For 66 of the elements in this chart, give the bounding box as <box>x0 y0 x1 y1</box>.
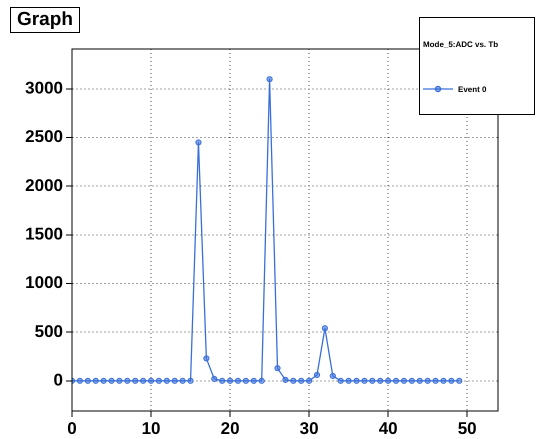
point <box>187 378 194 384</box>
point <box>314 372 320 378</box>
point <box>456 378 462 384</box>
x-tick-label: 50 <box>458 418 477 438</box>
y-tick-label: 1500 <box>25 224 63 244</box>
point <box>76 378 84 384</box>
x-tick-label: 40 <box>378 418 398 438</box>
x-tick-label: 30 <box>300 418 319 438</box>
point <box>108 378 115 384</box>
x-tick-label: 20 <box>220 418 240 438</box>
point <box>408 378 415 384</box>
point <box>298 378 304 384</box>
y-tick-label: 3000 <box>25 78 63 98</box>
point <box>424 378 431 384</box>
point <box>432 378 439 384</box>
point <box>346 378 352 384</box>
point <box>84 378 91 384</box>
legend-title: Mode_5:ADC vs. Tb <box>423 40 498 49</box>
point <box>338 378 344 384</box>
point <box>448 378 454 384</box>
point <box>440 378 447 384</box>
point <box>211 376 218 382</box>
point <box>148 378 154 384</box>
point <box>258 378 265 384</box>
point <box>172 378 178 384</box>
y-tick-label: 500 <box>34 322 63 341</box>
point <box>416 378 423 384</box>
y-tick-label: 1000 <box>25 273 63 292</box>
point <box>195 139 202 146</box>
point <box>377 378 384 384</box>
point <box>353 378 360 384</box>
point <box>116 378 123 384</box>
point <box>369 378 376 384</box>
point <box>306 378 312 384</box>
point <box>92 378 99 384</box>
y-tick-label: 2500 <box>25 127 63 146</box>
point <box>124 378 130 384</box>
point <box>400 378 408 384</box>
chart-title: Graph <box>10 7 80 33</box>
point <box>242 378 249 384</box>
point <box>180 378 186 384</box>
point <box>290 378 296 384</box>
point <box>274 365 281 372</box>
y-tick-label: 0 <box>54 370 63 390</box>
point <box>385 378 392 384</box>
point <box>392 378 400 384</box>
point <box>250 378 257 384</box>
point <box>132 378 138 384</box>
x-tick-label: 10 <box>142 418 160 438</box>
point <box>361 378 368 384</box>
point <box>164 378 170 384</box>
point <box>282 376 288 383</box>
point <box>100 378 107 384</box>
legend-label: Event 0 <box>458 84 486 94</box>
y-tick-label: 2000 <box>25 176 63 195</box>
point <box>140 378 146 384</box>
legend-box: Mode_5:ADC vs. Tb Event 0 <box>419 17 535 115</box>
point <box>219 378 226 384</box>
x-tick-label: 0 <box>67 418 77 438</box>
point <box>322 325 328 332</box>
point <box>330 372 336 380</box>
point <box>266 76 273 82</box>
point <box>156 378 162 384</box>
point <box>234 378 242 384</box>
point <box>203 355 210 362</box>
point <box>226 378 234 384</box>
